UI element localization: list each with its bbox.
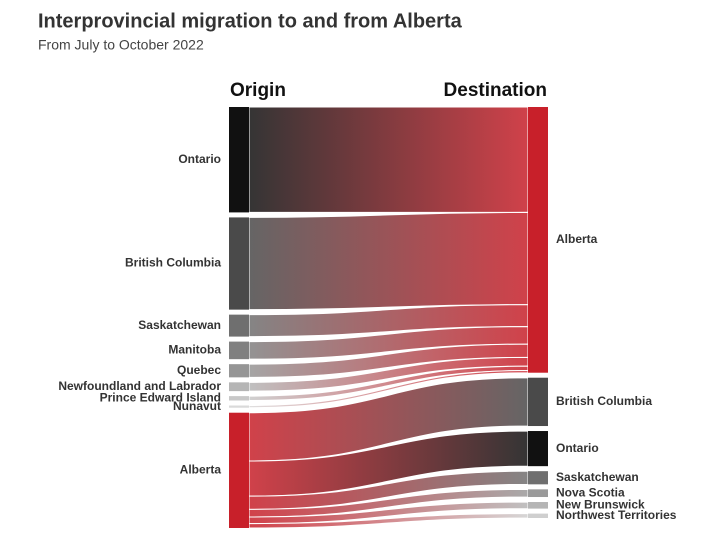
flow: [248, 430, 529, 497]
flow: [248, 370, 529, 409]
flow: [248, 211, 529, 311]
destination-header: Destination: [444, 80, 547, 101]
destination-node: [528, 502, 548, 509]
destination-label: Ontario: [556, 441, 599, 455]
destination-node: [528, 431, 548, 467]
destination-label: British Columbia: [556, 394, 652, 408]
origin-header: Origin: [230, 80, 286, 101]
chart-title: Interprovincial migration to and from Al…: [38, 10, 463, 32]
destination-node: [528, 489, 548, 498]
origin-label: Quebec: [177, 363, 221, 377]
destination-node: [528, 471, 548, 485]
origin-node: [229, 314, 249, 337]
origin-node: [229, 382, 249, 392]
destination-node: [528, 513, 548, 518]
origin-node: [229, 396, 249, 401]
destination-node: [528, 377, 548, 427]
destination-label: New Brunswick: [556, 497, 645, 511]
origin-label: Manitoba: [168, 343, 221, 357]
origin-node: [229, 405, 249, 408]
chart-subtitle: From July to October 2022: [38, 37, 204, 53]
origin-label: Prince Edward Island: [100, 390, 221, 404]
origin-label: Alberta: [180, 463, 222, 477]
origin-label: Ontario: [178, 152, 221, 166]
origin-label: Newfoundland and Labrador: [58, 379, 221, 393]
destination-label: Alberta: [556, 232, 598, 246]
origin-label: Saskatchewan: [138, 318, 221, 332]
destination-label: Saskatchewan: [556, 470, 639, 484]
flow: [248, 106, 529, 213]
origin-label: Nunavut: [173, 399, 221, 413]
origin-node: [229, 217, 249, 310]
origin-label: British Columbia: [125, 256, 221, 270]
destination-node: [528, 107, 548, 373]
origin-node: [229, 107, 249, 213]
links: [248, 106, 529, 529]
destination-label: Northwest Territories: [556, 508, 677, 522]
destination-label: Nova Scotia: [556, 485, 625, 499]
origin-node: [229, 341, 249, 360]
origin-node: [229, 364, 249, 378]
origin-node: [229, 412, 249, 528]
